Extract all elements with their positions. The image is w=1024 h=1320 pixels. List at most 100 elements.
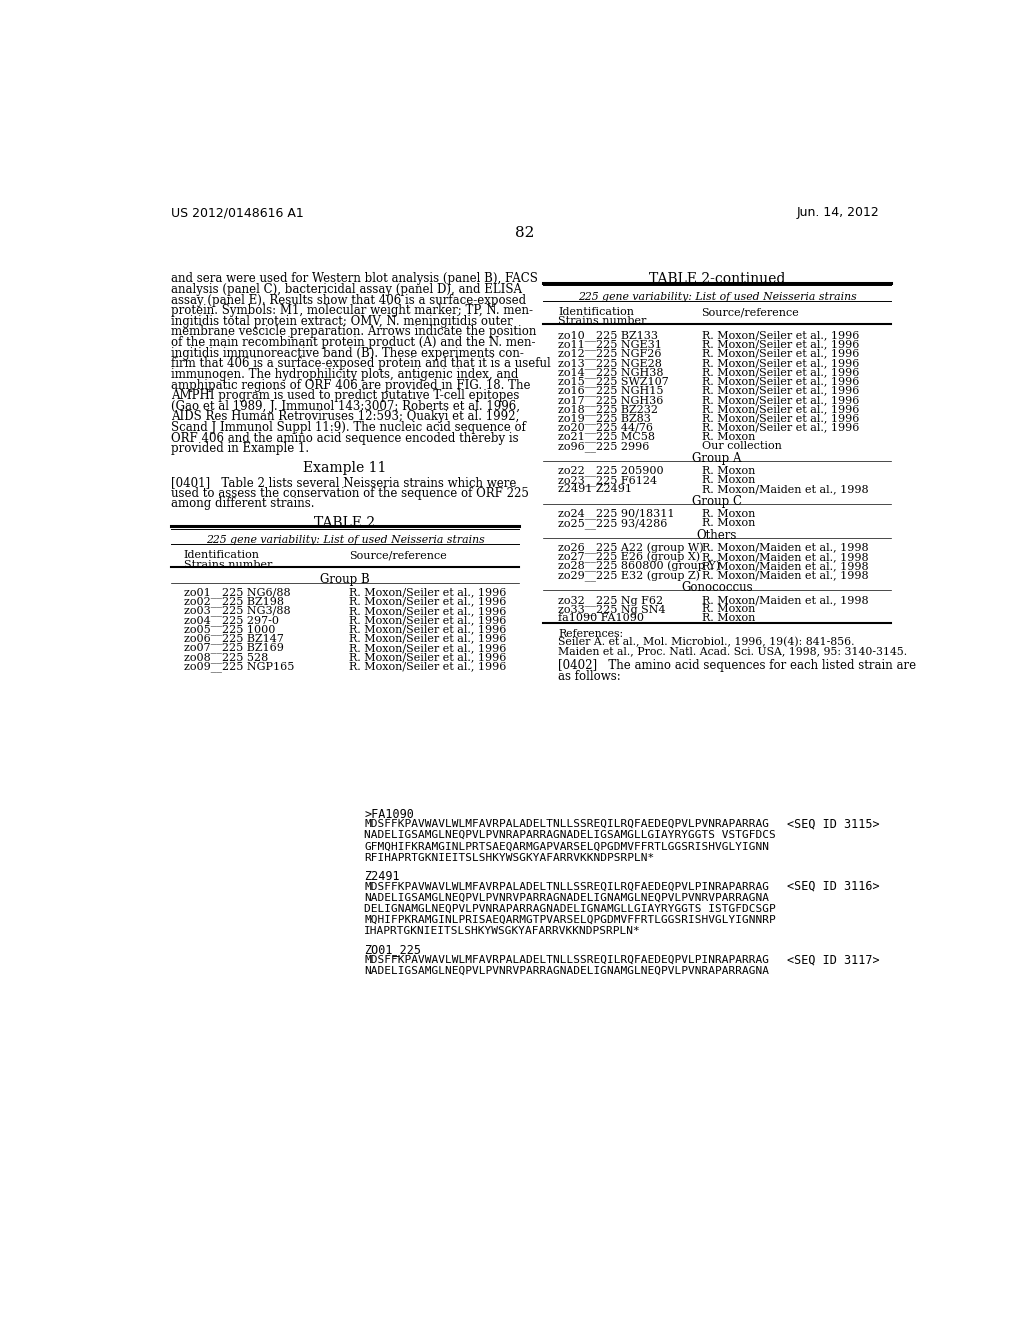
Text: R. Moxon: R. Moxon [701,466,755,475]
Text: Scand J Immunol Suppl 11:9). The nucleic acid sequence of: Scand J Immunol Suppl 11:9). The nucleic… [171,421,525,434]
Text: R. Moxon/Maiden et al., 1998: R. Moxon/Maiden et al., 1998 [701,570,868,581]
Text: of the main recombinant protein product (A) and the N. men-: of the main recombinant protein product … [171,337,536,348]
Text: zo17__225 NGH36: zo17__225 NGH36 [558,395,664,405]
Text: R. Moxon/Seiler et al., 1996: R. Moxon/Seiler et al., 1996 [701,348,859,359]
Text: R. Moxon/Seiler et al., 1996: R. Moxon/Seiler et al., 1996 [701,404,859,414]
Text: zo12__225 NGF26: zo12__225 NGF26 [558,348,662,359]
Text: amphipatic regions of ORF 406 are provided in FIG. 18. The: amphipatic regions of ORF 406 are provid… [171,379,530,392]
Text: Strains number: Strains number [183,560,272,569]
Text: R. Moxon/Seiler et al., 1996: R. Moxon/Seiler et al., 1996 [349,615,506,624]
Text: [0401]   Table 2 lists several Neisseria strains which were: [0401] Table 2 lists several Neisseria s… [171,477,516,490]
Text: ZO01_225: ZO01_225 [365,944,421,957]
Text: R. Moxon/Maiden et al., 1998: R. Moxon/Maiden et al., 1998 [701,561,868,572]
Text: zo04__225 297-0: zo04__225 297-0 [183,615,279,626]
Text: zo18__225 BZ232: zo18__225 BZ232 [558,404,658,414]
Text: R. Moxon: R. Moxon [701,508,755,519]
Text: RFIHAPRTGKNIEITSLSHKYWSGKYAFARRVKKNDPSRPLN*: RFIHAPRTGKNIEITSLSHKYWSGKYAFARRVKKNDPSRP… [365,853,654,862]
Text: R. Moxon/Seiler et al., 1996: R. Moxon/Seiler et al., 1996 [701,385,859,396]
Text: R. Moxon/Seiler et al., 1996: R. Moxon/Seiler et al., 1996 [701,376,859,387]
Text: R. Moxon/Seiler et al., 1996: R. Moxon/Seiler et al., 1996 [701,330,859,341]
Text: R. Moxon/Seiler et al., 1996: R. Moxon/Seiler et al., 1996 [349,634,506,643]
Text: zo28__225 860800 (group Y): zo28__225 860800 (group Y) [558,561,720,573]
Text: zo01__225 NG6/88: zo01__225 NG6/88 [183,587,291,598]
Text: zo06__225 BZ147: zo06__225 BZ147 [183,634,284,644]
Text: >FA1090: >FA1090 [365,808,415,821]
Text: R. Moxon/Seiler et al., 1996: R. Moxon/Seiler et al., 1996 [349,661,506,671]
Text: MDSFFKPAVWAVLWLMFAVRPALADELTNLLSSREQILRQFAEDEQPVLPVNRAPARRAG: MDSFFKPAVWAVLWLMFAVRPALADELTNLLSSREQILRQ… [365,818,769,829]
Text: Seiler A. et al., Mol. Microbiol., 1996, 19(4): 841-856.: Seiler A. et al., Mol. Microbiol., 1996,… [558,638,855,648]
Text: Our collection: Our collection [701,441,781,451]
Text: Strains number: Strains number [558,317,646,326]
Text: Example 11: Example 11 [303,461,387,475]
Text: R. Moxon/Seiler et al., 1996: R. Moxon/Seiler et al., 1996 [349,606,506,615]
Text: AMPHI program is used to predict putative T-cell epitopes: AMPHI program is used to predict putativ… [171,389,519,403]
Text: among different strains.: among different strains. [171,498,314,511]
Text: zo21__225 MC58: zo21__225 MC58 [558,432,655,442]
Text: zo03__225 NG3/88: zo03__225 NG3/88 [183,606,291,616]
Text: Group B: Group B [321,573,370,586]
Text: used to assess the conservation of the sequence of ORF 225: used to assess the conservation of the s… [171,487,528,500]
Text: DELIGNAMGLNEQPVLPVNRAPARRAGNADELIGNAMGLLGIAYRYGGTS ISTGFDCSGP: DELIGNAMGLNEQPVLPVNRAPARRAGNADELIGNAMGLL… [365,904,776,913]
Text: zo11__225 NGE31: zo11__225 NGE31 [558,339,662,350]
Text: Group A: Group A [692,451,741,465]
Text: zo08__225 528: zo08__225 528 [183,652,268,663]
Text: analysis (panel C), bactericidal assay (panel D), and ELISA: analysis (panel C), bactericidal assay (… [171,282,521,296]
Text: zo15__225 SWZ107: zo15__225 SWZ107 [558,376,669,387]
Text: R. Moxon: R. Moxon [701,517,755,528]
Text: R. Moxon/Maiden et al., 1998: R. Moxon/Maiden et al., 1998 [701,543,868,553]
Text: zo25__225 93/4286: zo25__225 93/4286 [558,517,668,529]
Text: MDSFFKPAVWAVLWLMFAVRPALADELTNLLSSREQILRQFAEDEQPVLPINRAPARRAG: MDSFFKPAVWAVLWLMFAVRPALADELTNLLSSREQILRQ… [365,954,769,965]
Text: zo13__225 NGE28: zo13__225 NGE28 [558,358,662,368]
Text: AIDS Res Human Retroviruses 12:593; Quakyi et al. 1992,: AIDS Res Human Retroviruses 12:593; Quak… [171,411,519,424]
Text: R. Moxon/Maiden et al., 1998: R. Moxon/Maiden et al., 1998 [701,595,868,605]
Text: NADELIGSAMGLNEQPVLPVNRAPARRAGNADELIGSAMGLLGIAYRYGGTS VSTGFDCS: NADELIGSAMGLNEQPVLPVNRAPARRAGNADELIGSAMG… [365,830,776,841]
Text: R. Moxon/Seiler et al., 1996: R. Moxon/Seiler et al., 1996 [349,652,506,661]
Text: (Gao et al 1989, J. Immunol 143:3007; Roberts et al. 1996,: (Gao et al 1989, J. Immunol 143:3007; Ro… [171,400,519,413]
Text: zo32__225 Ng F62: zo32__225 Ng F62 [558,595,664,606]
Text: R. Moxon/Seiler et al., 1996: R. Moxon/Seiler et al., 1996 [701,413,859,424]
Text: IHAPRTGKNIEITSLSHKYWSGKYAFARRVKKNDPSRPLN*: IHAPRTGKNIEITSLSHKYWSGKYAFARRVKKNDPSRPLN… [365,927,641,936]
Text: R. Moxon/Seiler et al., 1996: R. Moxon/Seiler et al., 1996 [349,643,506,652]
Text: R. Moxon/Seiler et al., 1996: R. Moxon/Seiler et al., 1996 [349,597,506,606]
Text: as follows:: as follows: [558,669,621,682]
Text: Identification: Identification [558,308,634,317]
Text: MDSFFKPAVWAVLWLMFAVRPALADELTNLLSSREQILRQFAEDEQPVLPINRAPARRAG: MDSFFKPAVWAVLWLMFAVRPALADELTNLLSSREQILRQ… [365,882,769,891]
Text: zo23__225 F6124: zo23__225 F6124 [558,475,657,486]
Text: NADELIGSAMGLNEQPVLPVNRVPARRAGNADELIGNAMGLNEQPVLPVNRAPARRAGNA: NADELIGSAMGLNEQPVLPVNRVPARRAGNADELIGNAMG… [365,966,769,975]
Text: [0402]   The amino acid sequences for each listed strain are: [0402] The amino acid sequences for each… [558,659,916,672]
Text: protein. Symbols: M1, molecular weight marker; TP, N. men-: protein. Symbols: M1, molecular weight m… [171,304,532,317]
Text: zo96__225 2996: zo96__225 2996 [558,441,649,451]
Text: fa1090 FA1090: fa1090 FA1090 [558,614,644,623]
Text: zo33__225 Ng SN4: zo33__225 Ng SN4 [558,605,666,615]
Text: zo26__225 A22 (group W): zo26__225 A22 (group W) [558,543,703,554]
Text: R. Moxon/Seiler et al., 1996: R. Moxon/Seiler et al., 1996 [701,367,859,378]
Text: zo14__225 NGH38: zo14__225 NGH38 [558,367,664,378]
Text: <SEQ ID 3115>: <SEQ ID 3115> [787,817,880,830]
Text: immunogen. The hydrophilicity plots, antigenic index, and: immunogen. The hydrophilicity plots, ant… [171,368,518,381]
Text: R. Moxon/Seiler et al., 1996: R. Moxon/Seiler et al., 1996 [701,358,859,368]
Text: Jun. 14, 2012: Jun. 14, 2012 [797,206,879,219]
Text: Z2491: Z2491 [365,870,400,883]
Text: zo10__225 BZ133: zo10__225 BZ133 [558,330,658,341]
Text: zo22__225 205900: zo22__225 205900 [558,466,664,477]
Text: GFMQHIFKRAMGINLPRTSAEQARMGAPVARSELQPGDMVFFRTLGGSRISHVGLYIGNN: GFMQHIFKRAMGINLPRTSAEQARMGAPVARSELQPGDMV… [365,841,769,851]
Text: zo24__225 90/18311: zo24__225 90/18311 [558,508,675,520]
Text: R. Moxon/Seiler et al., 1996: R. Moxon/Seiler et al., 1996 [701,395,859,405]
Text: R. Moxon: R. Moxon [701,432,755,442]
Text: R. Moxon: R. Moxon [701,614,755,623]
Text: zo07__225 BZ169: zo07__225 BZ169 [183,643,284,653]
Text: R. Moxon/Maiden et al., 1998: R. Moxon/Maiden et al., 1998 [701,484,868,494]
Text: NADELIGSAMGLNEQPVLPVNRVPARRAGNADELIGNAMGLNEQPVLPVNRVPARRAGNA: NADELIGSAMGLNEQPVLPVNRVPARRAGNADELIGNAMG… [365,892,769,903]
Text: MQHIFPKRAMGINLPRISAEQARMGTPVARSELQPGDMVFFRTLGGSRISHVGLYIGNNRP: MQHIFPKRAMGINLPRISAEQARMGTPVARSELQPGDMVF… [365,915,776,925]
Text: R. Moxon/Seiler et al., 1996: R. Moxon/Seiler et al., 1996 [701,339,859,350]
Text: Identification: Identification [183,550,260,560]
Text: 225 gene variability: List of used Neisseria strains: 225 gene variability: List of used Neiss… [578,292,856,301]
Text: and sera were used for Western blot analysis (panel B), FACS: and sera were used for Western blot anal… [171,272,538,285]
Text: Source/reference: Source/reference [701,308,800,317]
Text: firm that 406 is a surface-exposed protein and that it is a useful: firm that 406 is a surface-exposed prote… [171,358,550,371]
Text: 225 gene variability: List of used Neisseria strains: 225 gene variability: List of used Neiss… [206,535,484,545]
Text: zo05__225 1000: zo05__225 1000 [183,624,275,635]
Text: R. Moxon: R. Moxon [701,605,755,614]
Text: TABLE 2: TABLE 2 [314,516,376,529]
Text: zo29__225 E32 (group Z): zo29__225 E32 (group Z) [558,570,700,582]
